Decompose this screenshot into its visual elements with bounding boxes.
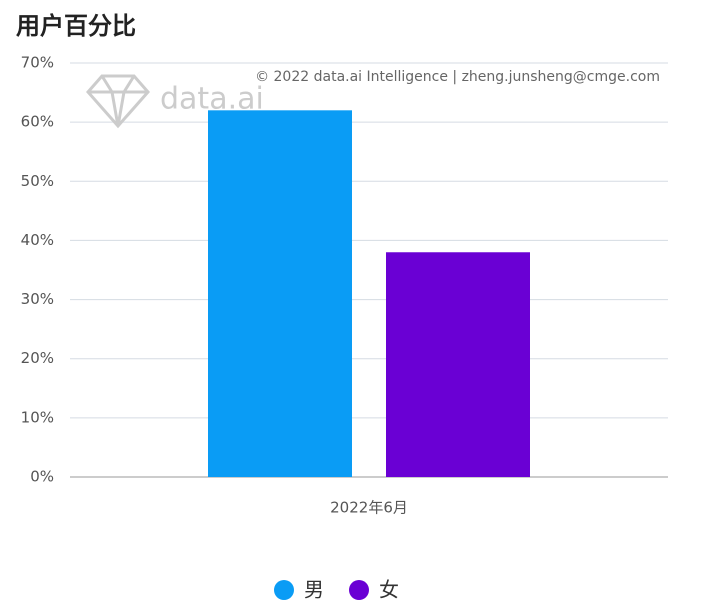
legend-label: 男 [304, 578, 324, 602]
logo-text: data.ai [160, 82, 264, 117]
y-tick-label: 10% [21, 408, 54, 426]
bar [208, 110, 352, 478]
y-tick-label: 40% [21, 231, 54, 249]
legend-marker [349, 580, 369, 600]
chart-title: 用户百分比 [16, 12, 136, 40]
y-tick-label: 30% [21, 290, 54, 308]
logo-icon [86, 74, 150, 129]
y-tick-label: 50% [21, 172, 54, 190]
watermark: © 2022 data.ai Intelligence | zheng.juns… [255, 69, 660, 85]
legend-marker [274, 580, 294, 600]
y-tick-label: 70% [21, 54, 54, 72]
y-tick-label: 60% [21, 113, 54, 131]
bar [386, 252, 530, 477]
x-tick-label: 2022年6月 [330, 499, 408, 517]
legend-label: 女 [379, 578, 399, 602]
y-tick-label: 20% [21, 349, 54, 367]
y-tick-label: 0% [30, 468, 54, 486]
